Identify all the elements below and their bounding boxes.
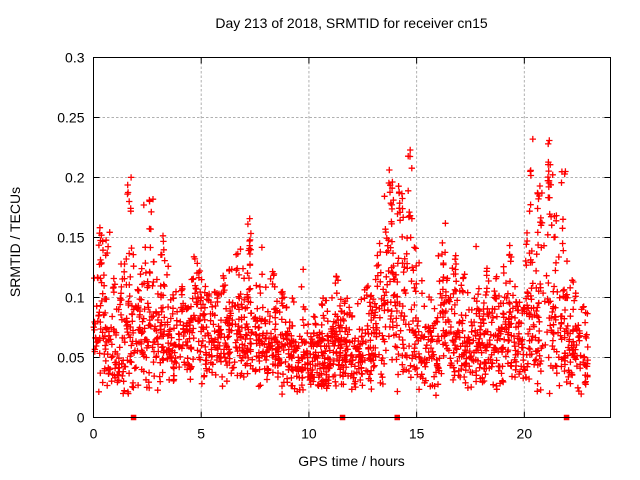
- y-tick-label: 0.2: [65, 170, 85, 186]
- x-axis-label: GPS time / hours: [298, 453, 405, 469]
- scatter-points: [90, 135, 591, 399]
- x-tick-label: 5: [197, 426, 205, 442]
- y-tick-label: 0.25: [57, 110, 84, 126]
- y-tick-label: 0.05: [57, 350, 84, 366]
- y-tick-label: 0: [77, 410, 85, 426]
- x-tick-label: 20: [517, 426, 533, 442]
- x-tick-label: 10: [301, 426, 317, 442]
- y-tick-label: 0.1: [65, 290, 85, 306]
- chart-title: Day 213 of 2018, SRMTID for receiver cn1…: [215, 15, 488, 31]
- x-tick-label: 0: [90, 426, 98, 442]
- plot-border: [93, 57, 611, 418]
- y-tick-label: 0.15: [57, 230, 84, 246]
- y-tick-label: 0.3: [65, 50, 85, 66]
- x-tick-label: 15: [409, 426, 425, 442]
